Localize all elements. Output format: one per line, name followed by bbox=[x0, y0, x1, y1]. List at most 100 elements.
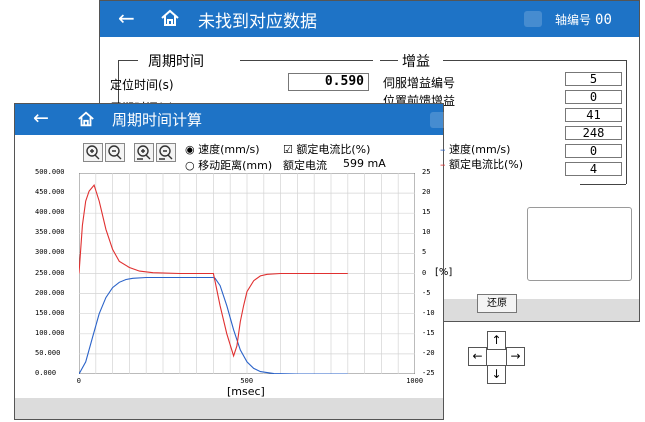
speed-radio[interactable]: ◉ 速度(mm/s) bbox=[185, 141, 260, 157]
back-axis-value: 00 bbox=[595, 12, 612, 28]
rated-current-value: 599 bbox=[343, 157, 364, 170]
y2-unit-label: [%] bbox=[435, 267, 453, 278]
y-right-tick-label: -10 bbox=[422, 308, 435, 317]
positioning-time-value: 0.590 bbox=[324, 74, 364, 89]
home-icon[interactable] bbox=[77, 110, 95, 132]
back-axis-label: 轴编号 bbox=[555, 13, 592, 27]
checkbox-checked-icon: ☑ bbox=[283, 143, 293, 156]
restore-button-label: 还原 bbox=[487, 298, 507, 309]
gain-group-border-right bbox=[443, 60, 626, 61]
y-right-tick-label: 10 bbox=[422, 228, 431, 237]
period-group-border-left bbox=[118, 60, 138, 61]
y-right-tick-label: 0 bbox=[422, 268, 427, 277]
legend-current: – 额定电流比(%) bbox=[440, 156, 523, 172]
y-right-tick-label: 25 bbox=[422, 168, 431, 176]
zoom-out-x-button[interactable] bbox=[105, 143, 125, 162]
gain-group-title: 增益 bbox=[402, 54, 430, 70]
positioning-time-field[interactable]: 0.590 bbox=[288, 73, 369, 91]
y-left-tick-label: 500.000 bbox=[35, 168, 65, 176]
zoom-in-x-button[interactable] bbox=[83, 143, 103, 162]
pan-up-button[interactable]: ↑ bbox=[487, 331, 506, 350]
gain-group-bottom bbox=[580, 184, 626, 185]
y-left-tick-label: 450.000 bbox=[35, 188, 65, 197]
gain-row-label: 伺服增益编号 bbox=[383, 76, 456, 90]
gain-value: 4 bbox=[589, 162, 598, 176]
front-axis-number: 轴编号 00 bbox=[462, 112, 515, 128]
front-axis-label: 轴编号 bbox=[462, 114, 495, 127]
y-right-tick-label: -25 bbox=[422, 369, 435, 377]
y-left-tick-label: 200.000 bbox=[35, 288, 65, 297]
y-left-tick-label: 50.000 bbox=[35, 348, 61, 357]
rated-current-unit: mA bbox=[367, 157, 386, 170]
back-titlebar: ← 未找到对应数据 轴编号 00 bbox=[100, 1, 639, 37]
x-unit-label: [msec] bbox=[227, 385, 265, 398]
gain-value: 248 bbox=[582, 126, 605, 140]
back-window-title: 未找到对应数据 bbox=[198, 12, 317, 32]
back-arrow-icon[interactable]: ← bbox=[33, 107, 49, 129]
period-group-border-right bbox=[240, 60, 373, 61]
gain-value-field[interactable]: 4 bbox=[565, 162, 622, 176]
gain-value: 0 bbox=[589, 90, 598, 104]
front-axis-value: 00 bbox=[499, 113, 515, 128]
message-panel bbox=[527, 207, 632, 281]
y-right-tick-label: 5 bbox=[422, 248, 427, 257]
y-left-tick-label: 400.000 bbox=[35, 208, 65, 217]
gain-value-field[interactable]: 248 bbox=[565, 126, 622, 140]
gain-value-field[interactable]: 0 bbox=[565, 144, 622, 158]
y-right-tick-label: 20 bbox=[422, 188, 431, 197]
rated-current-label: 额定电流 bbox=[283, 159, 327, 172]
speed-series-line bbox=[79, 276, 348, 374]
back-axis-number: 轴编号 00 bbox=[555, 11, 612, 28]
speed-radio-label: 速度(mm/s) bbox=[198, 143, 260, 156]
home-icon[interactable] bbox=[160, 8, 180, 32]
restore-button[interactable]: 还原 bbox=[477, 294, 517, 313]
faint-toolbar-icon bbox=[430, 112, 448, 128]
zoom-in-y-button[interactable] bbox=[134, 143, 154, 162]
gain-value: 5 bbox=[589, 72, 598, 86]
radio-selected-icon: ◉ bbox=[185, 143, 195, 156]
rated-current-readout: 599 mA bbox=[343, 157, 386, 170]
gain-value: 41 bbox=[586, 108, 601, 122]
faint-toolbar-icon bbox=[524, 11, 542, 27]
y-right-tick-label: -5 bbox=[422, 288, 431, 297]
x-tick-label: 0 bbox=[76, 377, 82, 385]
gain-value-field[interactable]: 41 bbox=[565, 108, 622, 122]
legend-speed-label: 速度(mm/s) bbox=[449, 143, 511, 156]
distance-radio[interactable]: ○ 移动距离(mm) bbox=[185, 157, 272, 173]
y-left-tick-label: 250.000 bbox=[35, 268, 65, 277]
x-tick-label: 500 bbox=[240, 377, 254, 385]
back-arrow-icon[interactable]: ← bbox=[118, 6, 135, 30]
arrow-left-icon: ← bbox=[472, 349, 483, 363]
arrow-up-icon: ↑ bbox=[491, 333, 502, 347]
gain-value-field[interactable]: 5 bbox=[565, 72, 622, 86]
distance-radio-label: 移动距离(mm) bbox=[198, 159, 273, 172]
legend-speed: – 速度(mm/s) bbox=[440, 141, 510, 157]
pan-down-button[interactable]: ↓ bbox=[487, 365, 506, 384]
legend-current-label: 额定电流比(%) bbox=[449, 158, 524, 171]
front-window: ← 周期时间计算 轴编号 00 ◉ 速度(mm/s) ○ 移动距离(mm) ☑ 额… bbox=[14, 103, 525, 420]
zoom-in-x-icon bbox=[86, 145, 100, 160]
y-left-tick-label: 350.000 bbox=[35, 228, 65, 237]
y-left-tick-label: 100.000 bbox=[35, 328, 65, 337]
front-footer-bar bbox=[15, 398, 443, 419]
period-group-title: 周期时间 bbox=[148, 54, 204, 70]
gain-group-border-left bbox=[380, 60, 398, 61]
cycle-time-chart bbox=[79, 173, 415, 374]
front-titlebar: ← 周期时间计算 轴编号 00 bbox=[15, 104, 515, 135]
x-tick-label: 1000 bbox=[406, 377, 424, 385]
arrow-down-icon: ↓ bbox=[491, 367, 502, 381]
front-window-title: 周期时间计算 bbox=[112, 111, 203, 129]
pan-right-button[interactable]: → bbox=[506, 347, 525, 366]
y-right-tick-label: 15 bbox=[422, 208, 431, 217]
pan-left-button[interactable]: ← bbox=[468, 347, 487, 366]
current-ratio-label: 额定电流比(%) bbox=[296, 143, 371, 156]
radio-empty-icon: ○ bbox=[185, 159, 195, 172]
arrow-right-icon: → bbox=[510, 349, 521, 363]
current-ratio-checkbox[interactable]: ☑ 额定电流比(%) bbox=[283, 141, 370, 157]
zoom-out-y-button[interactable] bbox=[156, 143, 176, 162]
y-left-tick-label: 300.000 bbox=[35, 248, 65, 257]
current-series-line bbox=[79, 183, 348, 358]
positioning-time-label: 定位时间(s) bbox=[110, 78, 174, 92]
zoom-out-y-icon bbox=[159, 145, 173, 160]
gain-value-field[interactable]: 0 bbox=[565, 90, 622, 104]
